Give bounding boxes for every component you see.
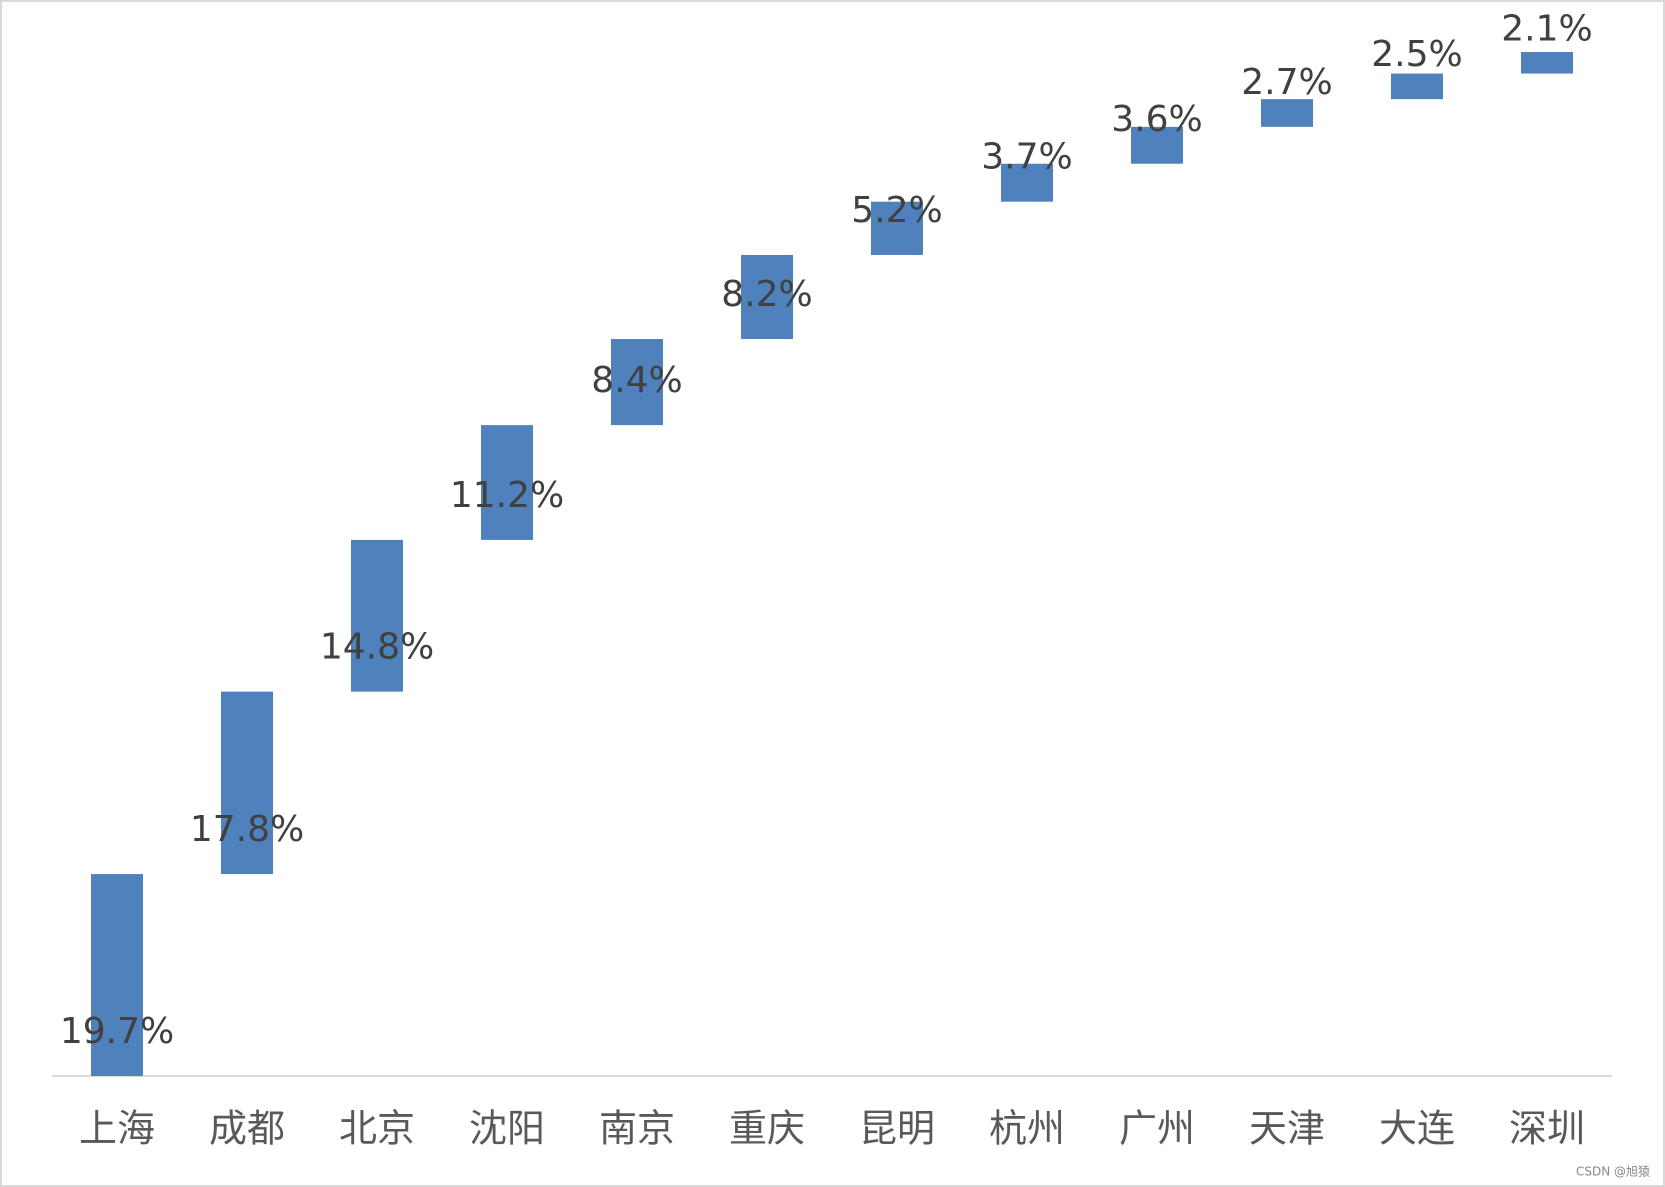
x-tick-label: 南京 bbox=[599, 1107, 675, 1151]
value-label: 3.7% bbox=[981, 137, 1072, 178]
bar bbox=[1131, 126, 1183, 164]
x-tick-label: 大连 bbox=[1379, 1107, 1455, 1151]
bar bbox=[1391, 73, 1443, 100]
value-label: 2.5% bbox=[1371, 34, 1462, 75]
bar bbox=[1261, 99, 1313, 127]
bar bbox=[1521, 52, 1573, 74]
value-label: 5.2% bbox=[851, 190, 942, 231]
bar bbox=[91, 874, 143, 1076]
bar bbox=[611, 339, 663, 426]
bar bbox=[871, 201, 923, 255]
value-label: 2.7% bbox=[1241, 62, 1332, 103]
value-label: 14.8% bbox=[320, 627, 434, 668]
x-tick-label: 沈阳 bbox=[469, 1107, 545, 1151]
bar bbox=[351, 539, 403, 692]
bar bbox=[741, 254, 793, 340]
value-label: 19.7% bbox=[60, 1011, 174, 1052]
x-tick-label: 昆明 bbox=[859, 1107, 935, 1151]
x-tick-label: 深圳 bbox=[1509, 1107, 1585, 1151]
x-tick-label: 广州 bbox=[1119, 1107, 1195, 1151]
x-tick-label: 重庆 bbox=[729, 1107, 805, 1151]
value-label: 8.4% bbox=[591, 360, 682, 401]
bar bbox=[1001, 163, 1053, 202]
value-label: 11.2% bbox=[450, 475, 564, 516]
value-label: 8.2% bbox=[721, 274, 812, 315]
watermark: CSDN @旭猿 bbox=[1576, 1164, 1650, 1179]
value-label: 17.8% bbox=[190, 809, 304, 850]
bar bbox=[221, 691, 273, 875]
x-tick-label: 上海 bbox=[79, 1107, 155, 1151]
x-tick-label: 杭州 bbox=[989, 1107, 1065, 1151]
x-tick-label: 北京 bbox=[339, 1107, 415, 1151]
x-tick-label: 天津 bbox=[1249, 1107, 1325, 1151]
bar bbox=[481, 425, 533, 540]
value-label: 3.6% bbox=[1111, 99, 1202, 140]
x-tick-label: 成都 bbox=[209, 1107, 285, 1151]
value-label: 2.1% bbox=[1501, 9, 1592, 50]
